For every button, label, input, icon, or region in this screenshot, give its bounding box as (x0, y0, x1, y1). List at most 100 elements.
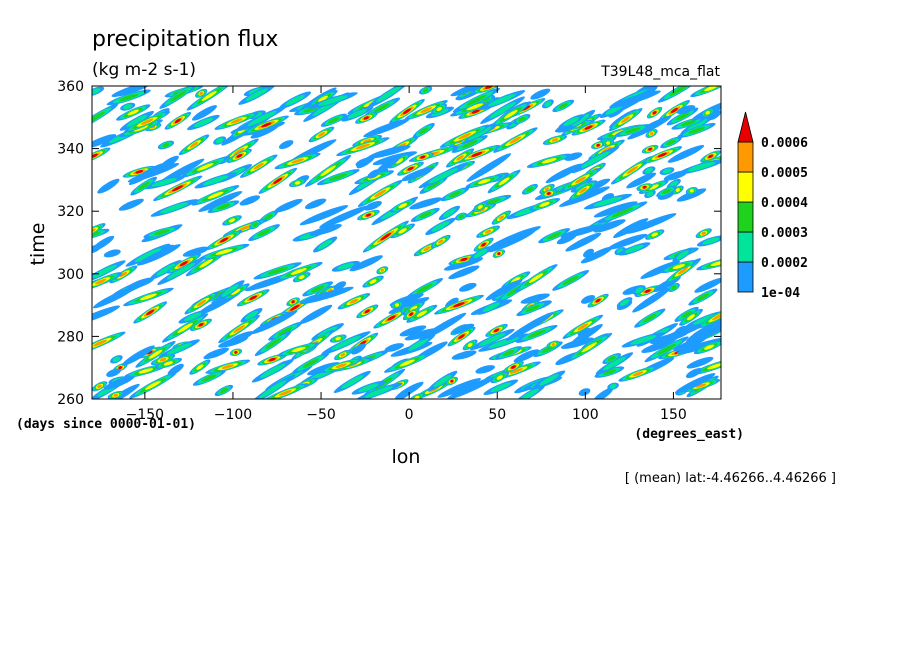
precip-blob (453, 145, 501, 164)
precip-contour (446, 376, 495, 399)
precip-contour (510, 365, 516, 369)
precip-contour (92, 134, 117, 148)
precip-blob (695, 228, 712, 239)
precip-blob (157, 140, 175, 150)
precip-contour (184, 312, 202, 321)
precip-blob (207, 200, 240, 213)
precip-contour (335, 336, 342, 341)
precip-contour (203, 347, 229, 360)
precip-contour (666, 139, 676, 146)
precip-contour (160, 202, 189, 214)
precip-blob (240, 307, 263, 323)
precip-blob (418, 312, 467, 342)
precip-contour (498, 177, 510, 186)
precip-blob (529, 198, 561, 211)
precip-contour (579, 187, 588, 194)
precip-blob (613, 218, 649, 239)
precip-contour (687, 314, 695, 321)
precip-contour (197, 163, 214, 171)
precip-contour (259, 380, 287, 399)
precip-blob (666, 107, 699, 126)
precip-blob (656, 185, 677, 198)
precip-blob (129, 372, 177, 399)
precip-blob (672, 247, 694, 263)
precip-contour (250, 124, 280, 139)
precip-contour (681, 311, 692, 318)
precip-contour (182, 246, 209, 257)
precip-blob (362, 220, 409, 253)
colorbar-extend-arrow (737, 111, 754, 143)
precip-blob (341, 106, 374, 122)
precip-contour (448, 190, 462, 198)
y-tick-label: 320 (57, 204, 84, 220)
precip-contour (651, 232, 658, 237)
precip-blob (495, 346, 522, 360)
precip-contour (291, 300, 295, 304)
precip-contour (619, 299, 630, 306)
precip-blob (320, 113, 347, 127)
precip-blob (159, 86, 198, 109)
precip-contour (249, 295, 258, 301)
precip-contour (376, 86, 402, 103)
precip-contour (146, 350, 153, 355)
precip-blob (472, 201, 488, 213)
precip-contour (198, 323, 204, 327)
precip-blob (167, 363, 184, 376)
precip-blob (150, 260, 182, 280)
precip-blob (268, 321, 303, 341)
precip-contour (475, 365, 495, 374)
precip-contour (581, 151, 610, 168)
precip-blob (539, 183, 555, 195)
precip-contour (488, 336, 519, 349)
precip-contour (564, 152, 583, 161)
precip-contour (273, 177, 283, 184)
precip-blob (542, 99, 554, 109)
precip-blob (116, 104, 151, 121)
precip-contour (333, 281, 347, 291)
precip-contour (239, 195, 261, 206)
precip-contour (657, 343, 677, 355)
precip-contour (481, 242, 486, 247)
precip-contour (318, 95, 328, 102)
precip-contour (578, 388, 591, 396)
precip-contour (609, 383, 617, 389)
precip-contour (488, 94, 516, 107)
precip-blob (309, 224, 342, 236)
y-tick-label: 360 (57, 79, 84, 95)
precip-blob (492, 249, 506, 258)
precip-contour (238, 225, 252, 231)
precip-blob (97, 178, 120, 194)
precip-contour (264, 213, 273, 220)
precip-contour (380, 232, 392, 241)
precip-contour (551, 342, 556, 347)
precip-contour (139, 293, 157, 301)
precip-blob (462, 339, 478, 351)
precip-contour (103, 375, 135, 390)
precip-blob (161, 313, 209, 343)
precip-contour (630, 335, 657, 345)
precip-contour (584, 125, 593, 130)
precip-contour (530, 88, 551, 100)
precip-contour (328, 117, 340, 124)
precip-blob (251, 359, 294, 383)
precip-contour (363, 118, 410, 138)
precip-contour (577, 323, 589, 331)
precip-blob (333, 370, 371, 393)
precip-blob (671, 116, 706, 130)
precip-blob (460, 122, 500, 145)
colorbar: 1e-04 0.0002 0.0003 0.0004 0.0005 0.0006 (737, 111, 808, 301)
precip-contour (318, 95, 348, 106)
precip-contour (203, 175, 229, 186)
precip-blob (198, 243, 250, 260)
precip-blob (355, 157, 372, 167)
precip-blob (388, 297, 430, 314)
precip-blob (657, 86, 699, 103)
precip-blob (483, 379, 519, 396)
precip-blob (480, 96, 526, 124)
precip-contour (137, 181, 150, 191)
colorbar-bin (737, 231, 754, 263)
precip-contour (602, 369, 616, 375)
precip-blob (122, 345, 155, 366)
precip-blob (618, 366, 658, 382)
precip-contour (329, 173, 348, 181)
